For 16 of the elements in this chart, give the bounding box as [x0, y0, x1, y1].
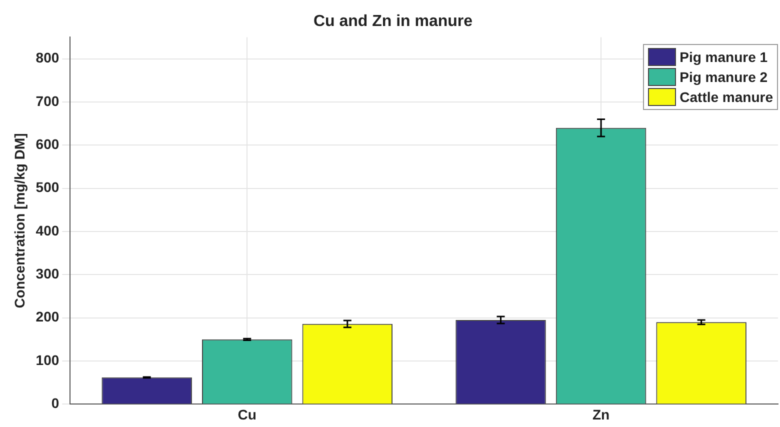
y-tick-label: 700 — [36, 92, 60, 109]
y-tick-label: 600 — [36, 136, 60, 152]
y-tick-label: 800 — [36, 50, 60, 66]
chart-title: Cu and Zn in manure — [313, 13, 473, 30]
y-tick-label: 100 — [36, 352, 60, 368]
y-tick-label: 300 — [36, 266, 60, 282]
y-tick-label: 0 — [51, 395, 60, 412]
y-tick-label: 500 — [36, 179, 60, 196]
x-tick-label: Zn — [592, 406, 610, 422]
y-axis-title: Concentration [mg/kg DM] — [11, 133, 28, 308]
legend-label: Pig manure 2 — [680, 68, 768, 87]
x-tick-label: Cu — [238, 406, 256, 422]
y-tick-label: 400 — [36, 222, 60, 238]
legend-label: Pig manure 1 — [680, 48, 768, 67]
legend-label: Cattle manure — [680, 88, 773, 107]
y-tick-label: 200 — [36, 308, 60, 325]
